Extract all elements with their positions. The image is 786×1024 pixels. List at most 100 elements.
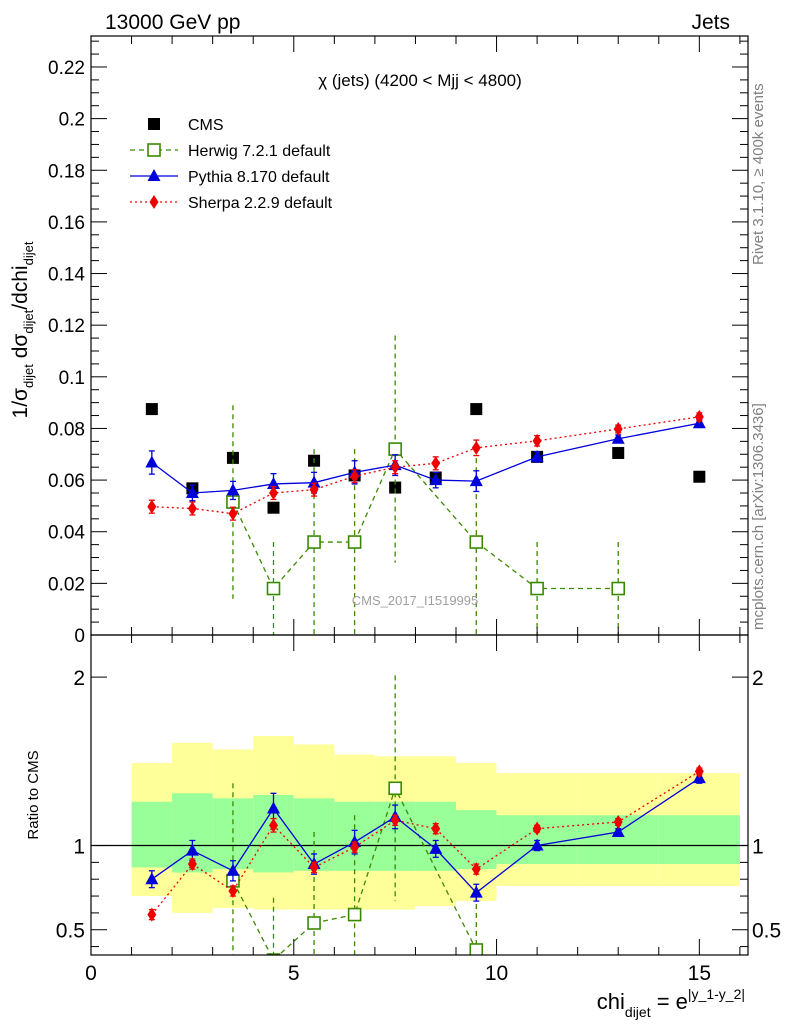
ratio-sherpa-point-8 xyxy=(471,862,481,877)
main-herwig-point-4 xyxy=(388,442,402,456)
legend-label-herwig: Herwig 7.2.1 default xyxy=(188,143,331,160)
ratio-sherpa-point-1 xyxy=(187,857,197,872)
ratio-sherpa-point-11 xyxy=(694,764,704,779)
main-herwig-line xyxy=(232,447,619,590)
ratio-ytick-label-left-0: 0.5 xyxy=(56,920,85,943)
ratio-sherpa-point-6 xyxy=(390,813,400,828)
ratio-pythia-point-2 xyxy=(226,863,240,876)
main-sherpa-point-6 xyxy=(390,460,400,475)
main-series-group xyxy=(145,335,706,635)
ratio-herwig-point-1 xyxy=(266,953,281,955)
ratio-herwig-point-2 xyxy=(307,916,321,930)
main-ytick-label-6: 0.12 xyxy=(48,316,85,337)
main-herwig-point-1 xyxy=(266,581,281,596)
ratio-ytick-label-right-0: 0.5 xyxy=(752,920,781,943)
ratio-pythia-point-8 xyxy=(469,885,483,898)
ratio-sherpa-point-5 xyxy=(350,840,360,855)
main-ytick-label-4: 0.08 xyxy=(48,419,85,440)
ratio-sherpa-point-10 xyxy=(613,814,623,829)
main-sherpa-point-7 xyxy=(431,456,441,471)
main-sherpa-point-2 xyxy=(228,506,238,521)
ratio-sherpa-point-2 xyxy=(228,884,238,898)
xtick-label-2: 10 xyxy=(485,962,508,985)
main-sherpa-point-11 xyxy=(694,409,704,424)
main-pythia-point-4 xyxy=(307,475,321,488)
legend-marker-herwig xyxy=(147,143,161,157)
main-herwig-point-5 xyxy=(469,535,484,549)
main-ytick-label-0: 0 xyxy=(74,626,85,647)
main-pythia-line xyxy=(151,422,700,494)
main-ytick-label-1: 0.02 xyxy=(48,574,85,595)
xtick-label-1: 5 xyxy=(288,962,300,985)
legend-marker-sherpa xyxy=(149,195,159,209)
main-cms-point-3 xyxy=(267,501,280,514)
header-right: Jets xyxy=(691,11,730,34)
mcplots-label: mcplots.cern.ch [arXiv:1306.3436] xyxy=(750,403,767,630)
plot-title: χ (jets) (4200 < Mjj < 4800) xyxy=(318,71,522,90)
main-series-sherpa xyxy=(147,409,704,521)
ratio-pythia-point-1 xyxy=(185,843,199,856)
axes-frames xyxy=(90,35,749,956)
ratio-ytick-label-left-1: 1 xyxy=(73,836,85,859)
main-sherpa-point-1 xyxy=(187,501,197,516)
ratio-ytick-label-right-1: 1 xyxy=(752,836,764,859)
xtick-label-0: 0 xyxy=(85,962,97,985)
main-pythia-point-3 xyxy=(267,476,280,489)
ratio-pythia-point-0 xyxy=(145,872,159,885)
main-sherpa-point-0 xyxy=(147,499,157,514)
legend-label-sherpa: Sherpa 2.2.9 default xyxy=(188,195,333,212)
legend-entry-herwig: Herwig 7.2.1 default xyxy=(130,143,331,160)
ratio-series-group xyxy=(145,675,706,955)
band-inner-11 xyxy=(658,815,740,865)
main-pythia-point-7 xyxy=(429,473,443,486)
ratio-sherpa-point-9 xyxy=(532,821,542,836)
legend-marker-pythia xyxy=(147,169,161,181)
main-herwig-point-3 xyxy=(347,535,362,549)
ratio-herwig-point-5 xyxy=(469,943,484,955)
legend-label-cms: CMS xyxy=(188,117,224,134)
legend-entry-cms: CMS xyxy=(148,117,224,134)
legend-label-pythia: Pythia 8.170 default xyxy=(188,169,330,186)
main-ytick-label-11: 0.22 xyxy=(48,58,85,79)
ratio-xlabel: chidijet = e|y_1-y_2| xyxy=(597,986,745,1020)
main-sherpa-point-9 xyxy=(532,433,542,448)
ratio-ytick-label-right-2: 2 xyxy=(752,667,764,690)
main-ytick-label-9: 0.18 xyxy=(48,161,85,182)
main-cms-point-0 xyxy=(145,403,158,416)
main-sherpa-line xyxy=(151,416,700,515)
legend-entry-pythia: Pythia 8.170 default xyxy=(130,169,330,186)
ratio-pythia-point-3 xyxy=(267,801,280,814)
data-series xyxy=(145,335,706,955)
main-herwig-point-2 xyxy=(307,535,321,549)
main-ytick-label-10: 0.2 xyxy=(59,110,85,131)
main-cms-point-2 xyxy=(226,451,239,464)
main-ylabel: 1/σdijet dσdijet/dchidijet xyxy=(9,241,36,418)
main-pythia-point-1 xyxy=(185,485,199,498)
main-sherpa-point-8 xyxy=(471,440,481,455)
axis-ticks: 0 5 10 15 0 0.02 0.04 0.06 0.08 0.1 0.12 0.14 0.16 0.… xyxy=(48,36,781,985)
main-pythia-point-10 xyxy=(611,431,625,444)
ratio-pythia-line xyxy=(151,777,700,894)
ratio-ytick-label-left-2: 2 xyxy=(73,667,85,690)
main-sherpa-point-4 xyxy=(309,482,319,497)
analysis-watermark: CMS_2017_I1519995 xyxy=(352,593,479,608)
main-cms-point-6 xyxy=(389,481,402,494)
band-inner-8 xyxy=(456,810,497,870)
ratio-herwig-point-3 xyxy=(347,907,362,922)
ratio-sherpa-point-4 xyxy=(309,860,319,875)
main-herwig-point-6 xyxy=(530,581,544,596)
rivet-label: Rivet 3.1.10, ≥ 400k events xyxy=(750,83,767,265)
ratio-pythia-point-9 xyxy=(530,838,544,851)
ratio-pythia-point-10 xyxy=(611,825,625,838)
header-left: 13000 GeV pp xyxy=(105,11,240,34)
main-sherpa-point-10 xyxy=(613,421,623,436)
main-sherpa-point-5 xyxy=(350,469,360,484)
main-cms-point-8 xyxy=(470,403,483,416)
main-pythia-point-2 xyxy=(226,483,240,496)
main-cms-point-11 xyxy=(693,470,706,483)
main-pythia-point-9 xyxy=(530,449,544,462)
ratio-sherpa-point-7 xyxy=(431,821,441,836)
main-series-herwig xyxy=(226,335,626,635)
ratio-sherpa-line xyxy=(151,770,700,915)
